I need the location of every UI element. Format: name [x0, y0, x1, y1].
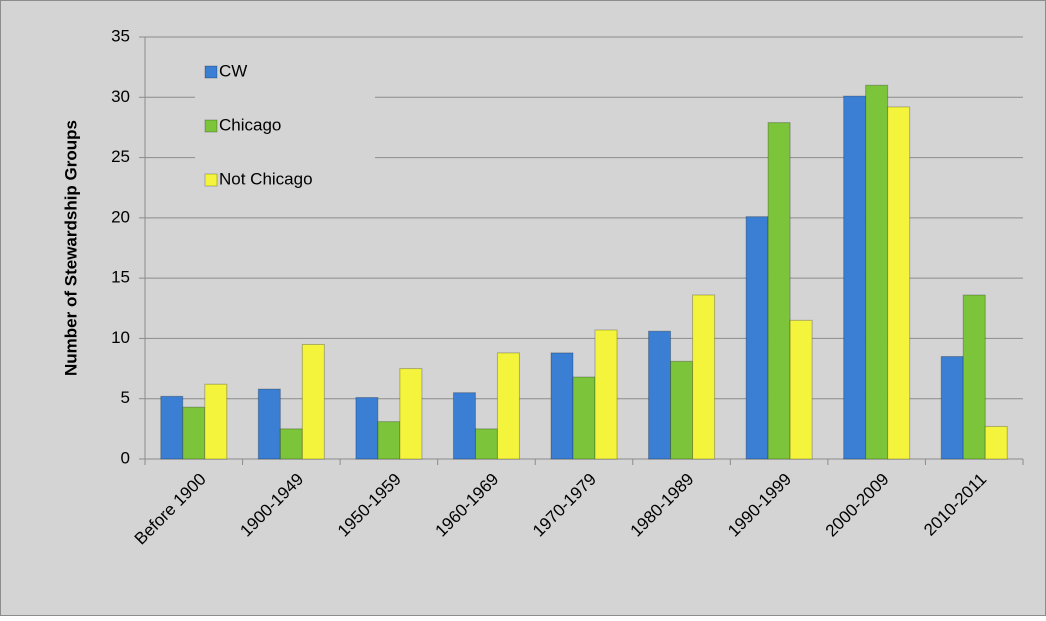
bar: [301, 343, 325, 460]
legend-swatch: [204, 173, 218, 187]
bar: [452, 392, 476, 460]
y-tick-label: 35: [111, 26, 130, 45]
bar: [594, 329, 618, 460]
bar: [648, 330, 672, 460]
y-tick-label: 30: [111, 87, 130, 106]
bar: [204, 383, 228, 460]
bar: [182, 406, 206, 460]
bar: [745, 216, 769, 460]
bar: [692, 294, 716, 460]
y-tick-label: 0: [121, 448, 130, 467]
bar: [257, 388, 281, 460]
legend-label: Chicago: [219, 115, 281, 134]
legend-label: Not Chicago: [219, 169, 313, 188]
bar: [789, 319, 813, 460]
bar: [940, 356, 964, 460]
bar: [843, 95, 867, 460]
bar: [887, 106, 911, 460]
bar: [670, 360, 694, 460]
y-tick-label: 15: [111, 268, 130, 287]
legend-swatch: [204, 65, 218, 79]
bar: [377, 421, 401, 460]
bar: [572, 376, 596, 460]
y-tick-label: 20: [111, 207, 130, 226]
bar: [962, 294, 986, 460]
bar: [865, 84, 889, 460]
bar: [474, 428, 498, 460]
legend-swatch: [204, 119, 218, 133]
y-tick-label: 25: [111, 147, 130, 166]
legend-label: CW: [219, 61, 247, 80]
y-tick-label: 10: [111, 328, 130, 347]
bar: [496, 352, 520, 460]
legend-background: [195, 55, 375, 200]
bar: [160, 395, 184, 460]
bar: [767, 122, 791, 460]
bar: [984, 425, 1008, 460]
bar: [550, 352, 574, 460]
y-axis-label: Number of Stewardship Groups: [61, 120, 80, 376]
bar: [355, 397, 379, 460]
bar: [399, 368, 423, 460]
y-tick-label: 5: [121, 388, 130, 407]
bar: [279, 428, 303, 460]
